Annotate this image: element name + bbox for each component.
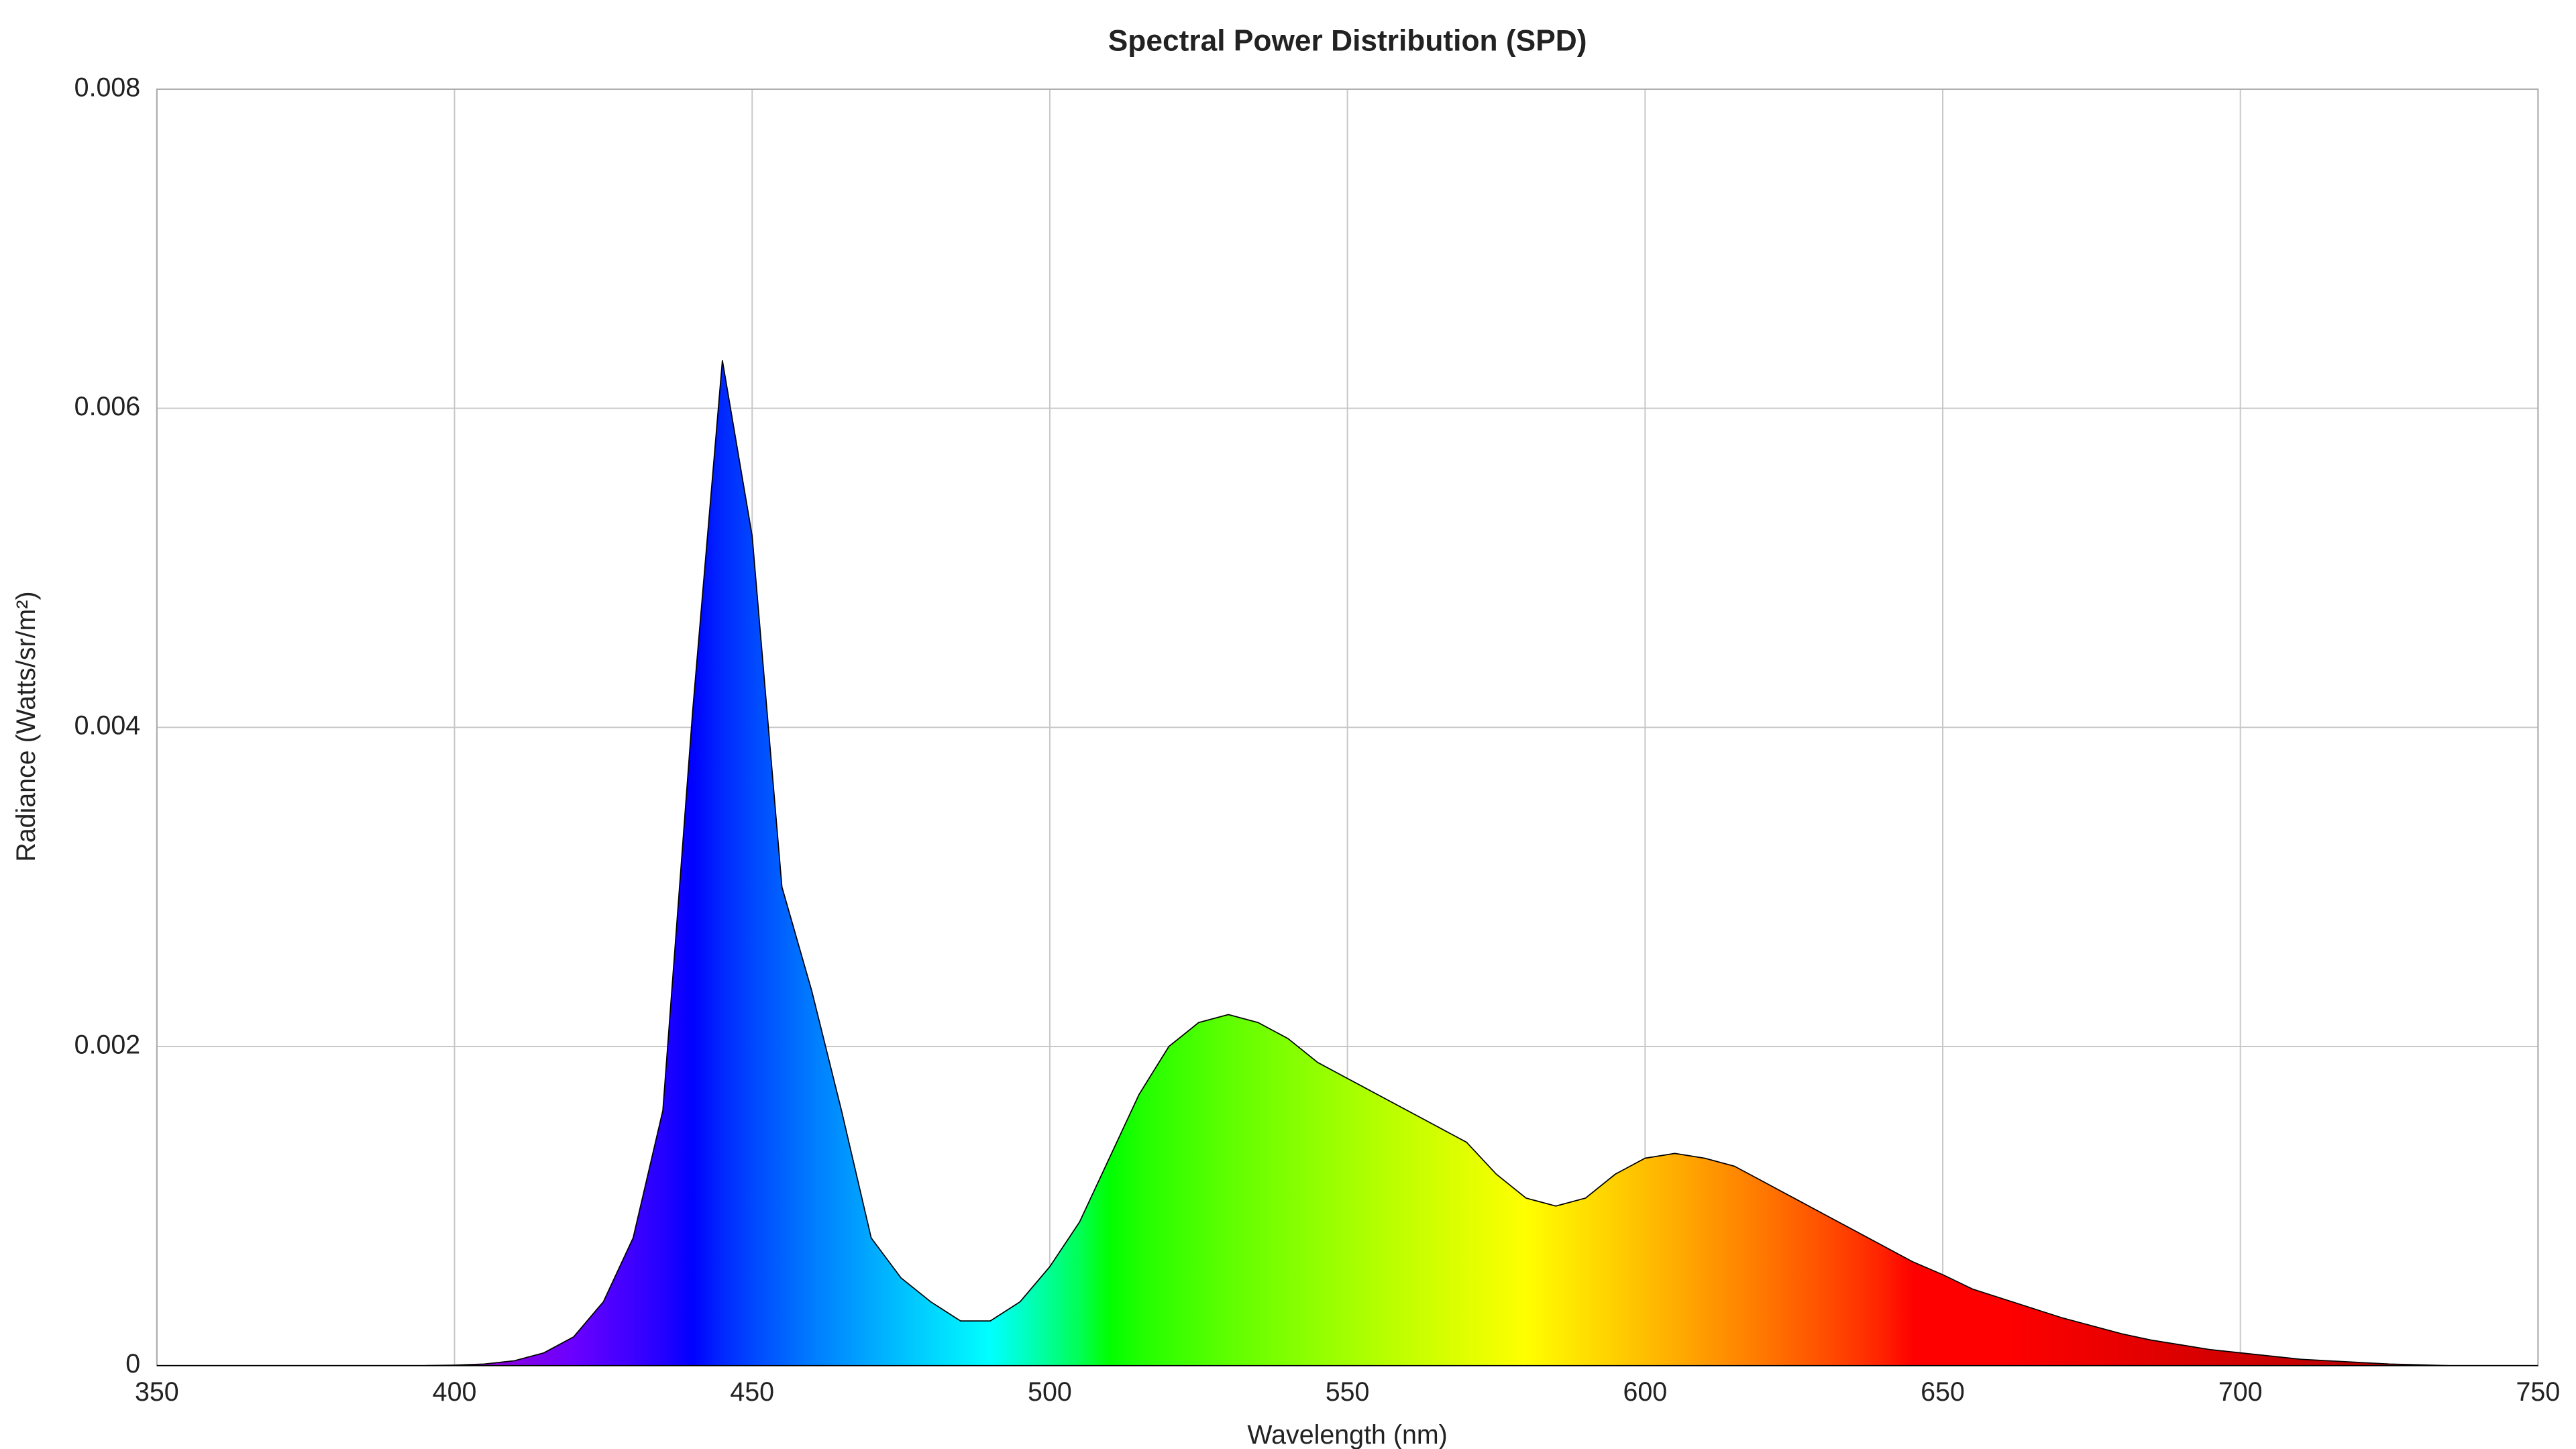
chart-title: Spectral Power Distribution (SPD) (1108, 25, 1587, 58)
x-tick-label: 750 (2516, 1377, 2561, 1407)
y-tick-label: 0.006 (74, 392, 141, 421)
x-tick-label: 600 (1623, 1377, 1667, 1407)
spectrum-area (156, 360, 2538, 1366)
x-tick-label: 550 (1326, 1377, 1370, 1407)
x-tick-label: 500 (1028, 1377, 1072, 1407)
y-axis-label: Radiance (Watts/sr/m²) (11, 591, 41, 861)
x-tick-label: 700 (2218, 1377, 2263, 1407)
x-tick-label: 400 (433, 1377, 477, 1407)
y-tick-label: 0.002 (74, 1030, 141, 1059)
y-tick-label: 0.004 (74, 711, 141, 741)
y-tick-label: 0 (125, 1349, 140, 1379)
x-axis-label: Wavelength (nm) (1247, 1420, 1447, 1449)
x-tick-label: 650 (1921, 1377, 1965, 1407)
x-tick-label: 350 (135, 1377, 179, 1407)
y-tick-label: 0.008 (74, 72, 141, 102)
x-tick-label: 450 (730, 1377, 774, 1407)
